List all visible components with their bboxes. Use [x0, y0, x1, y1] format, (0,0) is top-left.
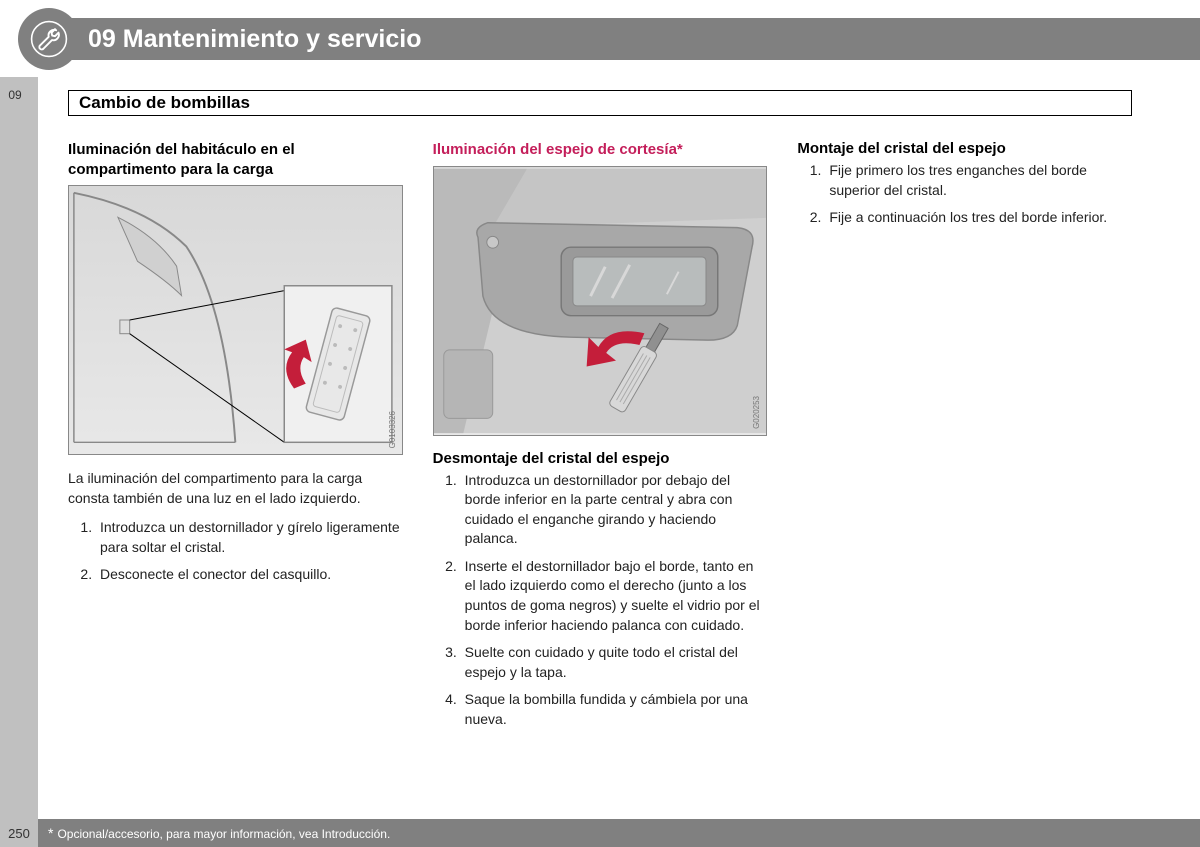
list-item: Desconecte el conector del casquillo.: [96, 565, 403, 585]
col2-heading: Iluminación del espejo de cortesía*: [433, 140, 768, 160]
list-item: Fije primero los tres enganches del bord…: [825, 161, 1132, 200]
chapter-header: 09 Mantenimiento y servicio: [60, 18, 1200, 60]
column-3: Montaje del cristal del espejo Fije prim…: [797, 140, 1132, 789]
footnote-star: *: [48, 825, 53, 841]
list-item: Suelte con cuidado y quite todo el crist…: [461, 643, 768, 682]
col2-figure: G020253: [433, 166, 768, 436]
chapter-number: 09: [88, 25, 116, 53]
content-area: Iluminación del habitáculo en el compart…: [68, 140, 1132, 789]
side-tab-label: 09: [8, 88, 21, 102]
wrench-icon: [18, 8, 80, 70]
col1-figure-id: G0103326: [388, 411, 397, 448]
chapter-title: 09 Mantenimiento y servicio: [88, 25, 421, 54]
col1-intro: La iluminación del compartimento para la…: [68, 469, 403, 508]
section-title: Cambio de bombillas: [79, 93, 250, 113]
col1-steps: Introduzca un destornillador y gírelo li…: [68, 518, 403, 593]
chapter-title-text: Mantenimiento y servicio: [123, 25, 422, 53]
col1-heading: Iluminación del habitáculo en el compart…: [68, 140, 403, 179]
footer-note: * Opcional/accesorio, para mayor informac…: [48, 825, 390, 841]
col2-sub1-heading: Desmontaje del cristal del espejo: [433, 450, 768, 467]
list-item: Fije a continuación los tres del borde i…: [825, 208, 1132, 228]
list-item: Inserte el destornillador bajo el borde,…: [461, 557, 768, 635]
side-tab: 09: [0, 78, 30, 173]
col3-heading: Montaje del cristal del espejo: [797, 140, 1132, 157]
page-number: 250: [0, 819, 38, 847]
column-1: Iluminación del habitáculo en el compart…: [68, 140, 403, 789]
cargo-light-illustration: [69, 186, 402, 454]
left-margin-strip: [0, 77, 38, 819]
list-item: Introduzca un destornillador por debajo …: [461, 471, 768, 549]
footer-bar: 250 * Opcional/accesorio, para mayor info…: [0, 819, 1200, 847]
list-item: Introduzca un destornillador y gírelo li…: [96, 518, 403, 557]
footnote-text: Opcional/accesorio, para mayor informaci…: [57, 827, 390, 841]
col2-figure-id: G020253: [752, 396, 761, 429]
wrench-icon-svg: [30, 20, 68, 58]
col2-sub1-steps: Introduzca un destornillador por debajo …: [433, 471, 768, 738]
col3-steps: Fije primero los tres enganches del bord…: [797, 161, 1132, 236]
col1-figure: G0103326: [68, 185, 403, 455]
vanity-mirror-illustration: [434, 167, 767, 435]
column-2: Iluminación del espejo de cortesía*: [433, 140, 768, 789]
list-item: Saque la bombilla fundida y cámbiela por…: [461, 690, 768, 729]
section-title-bar: Cambio de bombillas: [68, 90, 1132, 116]
